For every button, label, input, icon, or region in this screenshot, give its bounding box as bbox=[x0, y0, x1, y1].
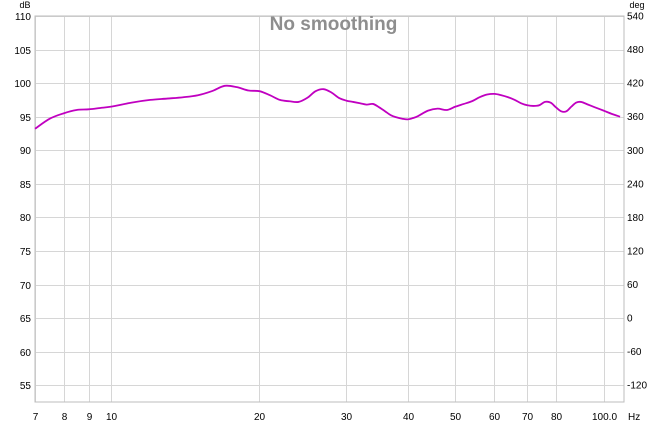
x-tick-label: 30 bbox=[341, 412, 353, 423]
y-right-tick-labels: 540 480 420 360 300 240 180 120 60 0 -60 -120 bbox=[627, 12, 647, 392]
y-left-tick-label: 100 bbox=[14, 79, 31, 90]
series-line bbox=[34, 84, 621, 130]
y-right-tick-label: 120 bbox=[627, 246, 644, 257]
y-right-tick-label: 480 bbox=[627, 45, 644, 56]
x-tick-label: 7 bbox=[33, 412, 39, 423]
x-tick-label: 8 bbox=[62, 412, 68, 423]
series-layer bbox=[34, 84, 621, 130]
y-right-tick-label: 300 bbox=[627, 146, 644, 157]
y-left-tick-label: 80 bbox=[20, 213, 32, 224]
x-tick-label: 50 bbox=[450, 412, 462, 423]
y-left-tick-label: 95 bbox=[20, 113, 32, 124]
y-right-tick-label: 60 bbox=[627, 280, 639, 291]
y-left-tick-label: 85 bbox=[20, 180, 32, 191]
y-left-tick-label: 65 bbox=[20, 314, 32, 325]
x-tick-label: 60 bbox=[489, 412, 501, 423]
vertical-gridlines bbox=[35, 16, 605, 402]
y-right-tick-label: 540 bbox=[627, 12, 644, 23]
y-right-tick-label: 420 bbox=[627, 79, 644, 90]
y-right-tick-label: 180 bbox=[627, 213, 644, 224]
y-left-tick-label: 55 bbox=[20, 381, 32, 392]
x-tick-label: 10 bbox=[106, 412, 118, 423]
plot-frame bbox=[34, 15, 625, 403]
x-tick-label: 40 bbox=[403, 412, 415, 423]
x-tick-label: 70 bbox=[522, 412, 534, 423]
y-right-tick-label: 0 bbox=[627, 314, 633, 325]
chart-title: No smoothing bbox=[270, 14, 398, 35]
x-tick-labels: 7 8 9 10 20 30 40 50 60 70 80 100.0 bbox=[33, 412, 618, 423]
x-tick-label: 100.0 bbox=[592, 412, 617, 423]
y-left-tick-label: 70 bbox=[20, 281, 32, 292]
y-left-tick-label: 75 bbox=[20, 247, 32, 258]
x-tick-label: 20 bbox=[254, 412, 266, 423]
y-left-tick-label: 105 bbox=[14, 46, 31, 57]
y-axis-unit-left: dB bbox=[19, 0, 30, 10]
y-left-tick-label: 110 bbox=[15, 12, 31, 23]
x-tick-label: 80 bbox=[551, 412, 563, 423]
y-left-tick-labels: 110 105 100 95 90 85 80 75 70 65 60 55 bbox=[14, 12, 31, 392]
y-right-tick-label: 240 bbox=[627, 179, 644, 190]
y-left-tick-label: 90 bbox=[20, 146, 32, 157]
x-tick-label: 9 bbox=[87, 412, 93, 423]
y-axis-unit-right: deg bbox=[629, 0, 644, 10]
y-left-tick-label: 60 bbox=[20, 348, 32, 359]
y-right-tick-label: -120 bbox=[627, 381, 647, 392]
y-right-tick-label: 360 bbox=[627, 112, 644, 123]
x-axis-unit: Hz bbox=[628, 412, 640, 423]
y-right-tick-label: -60 bbox=[627, 347, 642, 358]
